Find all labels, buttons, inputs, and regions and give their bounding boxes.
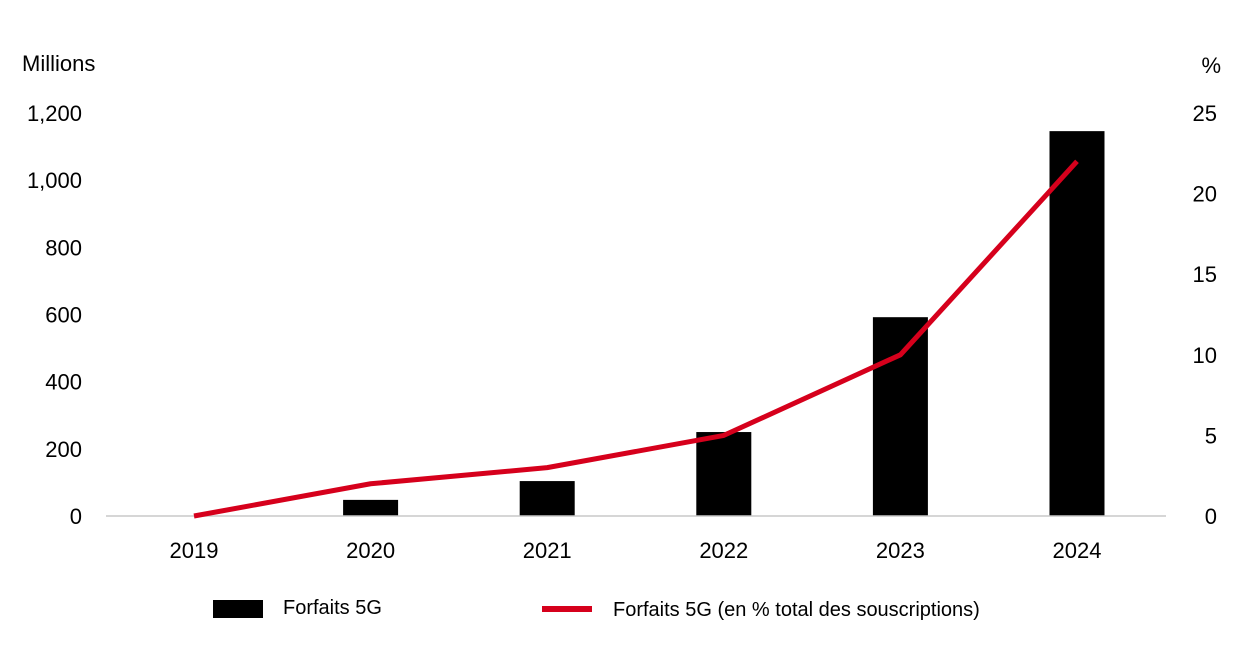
y-left-tick-label: 1,000 [27,168,82,193]
line-path [193,159,1079,519]
y-left-tick-label: 600 [45,303,82,328]
y-left-tick-label: 0 [70,504,82,529]
y-right-tick-label: 15 [1193,262,1217,287]
legend-label-line: Forfaits 5G (en % total des souscription… [613,599,980,621]
y-left-tick-label: 400 [45,370,82,395]
bars [343,131,1105,516]
y-right-tick-label: 0 [1205,504,1217,529]
y-left-axis-label: Millions [22,51,95,76]
x-ticks: 2019 2020 2021 2022 2023 2024 [170,538,1102,563]
bar-2022 [696,432,752,516]
y-right-axis-label: % [1201,53,1221,78]
y-left-tick-label: 1,200 [27,101,82,126]
legend: Forfaits 5G Forfaits 5G (en % total des … [213,597,980,621]
legend-swatch-bar [213,600,263,618]
x-tick-label: 2022 [699,538,748,563]
x-tick-label: 2020 [346,538,395,563]
bar-2021 [519,481,575,516]
line-series [193,159,1079,519]
x-tick-label: 2021 [523,538,572,563]
bar-2023 [872,317,928,516]
y-right-tick-label: 20 [1193,182,1217,207]
bar-2024 [1049,131,1105,516]
y-left-tick-label: 800 [45,235,82,260]
y-right-tick-label: 25 [1193,101,1217,126]
x-tick-label: 2019 [170,538,219,563]
x-tick-label: 2024 [1053,538,1102,563]
y-right-ticks: 0 5 10 15 20 25 [1193,101,1217,529]
legend-label-bar: Forfaits 5G [283,597,382,619]
bar-2020 [343,499,399,516]
x-tick-label: 2023 [876,538,925,563]
y-left-tick-label: 200 [45,437,82,462]
y-right-tick-label: 10 [1193,343,1217,368]
y-left-ticks: 0 200 400 600 800 1,000 1,200 [27,101,82,529]
y-right-tick-label: 5 [1205,423,1217,448]
